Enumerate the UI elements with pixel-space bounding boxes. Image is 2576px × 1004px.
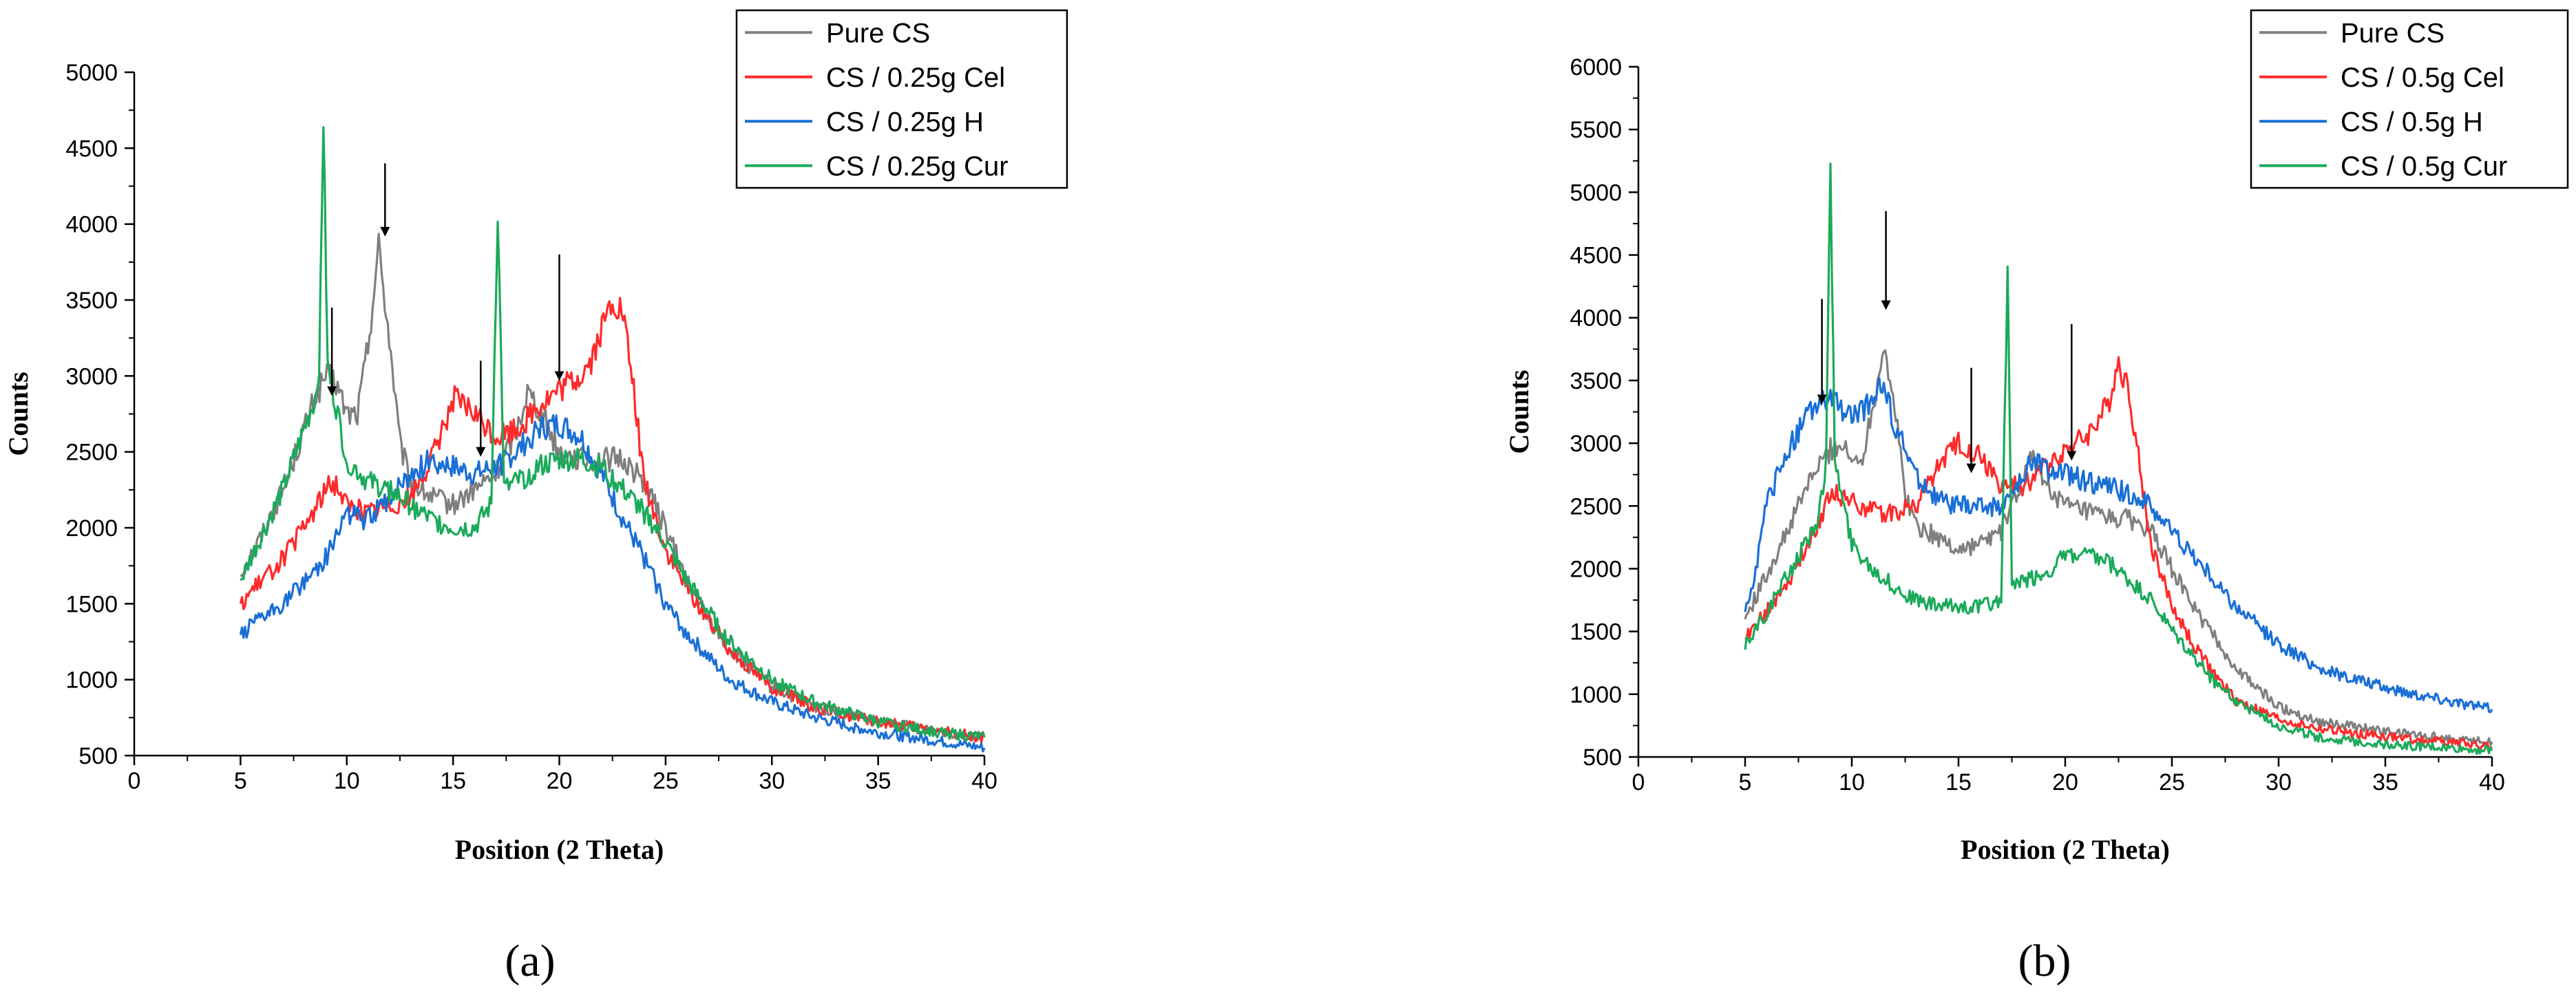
y-tick-label: 1500 xyxy=(65,591,118,617)
y-axis-title: Counts xyxy=(3,372,34,456)
chart-panel-b: 0 5 10 15 20 25 30 35 40 500 1000 1500 2000 2500 3000 3… xyxy=(1503,9,2569,986)
series-line-cs-0-25g-h xyxy=(239,414,986,753)
legend-label: CS / 0.5g Cur xyxy=(2341,151,2507,182)
y-tick-label: 6000 xyxy=(1570,54,1622,81)
legend-label: CS / 0.25g Cel xyxy=(826,63,1005,93)
x-tick-label: 10 xyxy=(334,768,360,794)
y-tick-label: 2000 xyxy=(1570,556,1622,582)
legend-box xyxy=(2250,9,2569,189)
legend-label: Pure CS xyxy=(2341,18,2445,48)
y-tick-label: 4500 xyxy=(1570,243,1622,269)
panel-label: (b) xyxy=(2018,936,2071,986)
y-tick-label: 1500 xyxy=(1570,619,1622,645)
y-tick-label: 4000 xyxy=(1570,306,1622,332)
y-tick-label: 3000 xyxy=(65,363,118,389)
y-tick-label: 5000 xyxy=(1570,180,1622,206)
series-line-cs-0-5g-cel xyxy=(1744,356,2493,752)
y-tick-label: 2500 xyxy=(1570,493,1622,520)
x-tick-label: 0 xyxy=(1632,769,1645,795)
legend-label: CS / 0.25g H xyxy=(826,107,984,137)
x-tick-label: 15 xyxy=(440,768,466,794)
legend-label: CS / 0.5g H xyxy=(2341,107,2483,137)
y-tick-label: 1000 xyxy=(65,667,118,694)
panel-label: (a) xyxy=(505,936,555,986)
x-tick-label: 15 xyxy=(1945,769,1972,795)
y-tick-label: 2500 xyxy=(65,440,118,466)
y-tick-label: 500 xyxy=(78,743,118,769)
chart-panel-a: 0 5 10 15 20 25 30 35 40 500 1000 1500 2000 2500 3000 3… xyxy=(3,9,1068,986)
x-tick-label: 20 xyxy=(547,768,573,794)
series-line-cs-0-25g-cel xyxy=(239,297,986,744)
x-tick-label: 40 xyxy=(2479,769,2505,795)
x-tick-label: 5 xyxy=(234,768,247,794)
x-tick-label: 5 xyxy=(1739,769,1752,795)
series-line-cs-0-25g-cur xyxy=(240,126,986,742)
x-tick-label: 25 xyxy=(653,768,679,794)
series-line-cs-0-5g-cur xyxy=(1744,162,2493,755)
x-tick-label: 25 xyxy=(2159,769,2185,795)
legend-label: Pure CS xyxy=(826,18,930,48)
y-tick-label: 4000 xyxy=(65,212,118,238)
x-tick-label: 30 xyxy=(2266,769,2292,795)
legend-label: CS / 0.25g Cur xyxy=(826,151,1009,182)
x-axis-title: Position (2 Theta) xyxy=(455,834,664,865)
x-tick-label: 35 xyxy=(2372,769,2398,795)
x-tick-label: 35 xyxy=(865,768,891,794)
y-tick-label: 3000 xyxy=(1570,431,1622,457)
x-tick-label: 10 xyxy=(1839,769,1865,795)
legend-label: CS / 0.5g Cel xyxy=(2341,63,2504,93)
series-line-cs-0-5g-h xyxy=(1744,376,2493,714)
y-tick-label: 4500 xyxy=(65,136,118,162)
y-tick-label: 3500 xyxy=(1570,368,1622,394)
x-tick-label: 20 xyxy=(2052,769,2078,795)
y-tick-label: 5500 xyxy=(1570,117,1622,143)
y-tick-label: 500 xyxy=(1583,745,1622,771)
x-tick-label: 40 xyxy=(971,768,997,794)
x-tick-label: 0 xyxy=(128,768,141,794)
x-axis-title: Position (2 Theta) xyxy=(1961,834,2170,865)
legend-box xyxy=(735,9,1068,189)
y-tick-label: 5000 xyxy=(65,60,118,86)
x-tick-label: 30 xyxy=(759,768,785,794)
y-tick-label: 2000 xyxy=(65,515,118,542)
y-axis-title: Counts xyxy=(1503,370,1534,453)
y-tick-label: 3500 xyxy=(65,288,118,314)
y-tick-label: 1000 xyxy=(1570,682,1622,708)
